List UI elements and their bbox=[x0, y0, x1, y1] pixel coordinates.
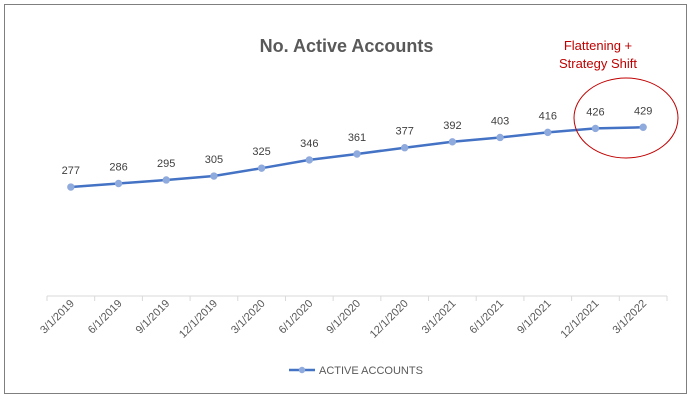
data-label: 286 bbox=[109, 162, 127, 174]
marker-layer bbox=[67, 123, 647, 191]
x-tick-label: 12/1/2020 bbox=[368, 298, 411, 341]
x-tick-label: 12/1/2021 bbox=[558, 298, 601, 341]
x-tick-label: 3/1/2021 bbox=[420, 298, 459, 337]
data-point bbox=[591, 124, 600, 133]
tick-layer: 3/1/2019 6/1/2019 9/1/2019 12/1/2019 3/1/202… bbox=[38, 298, 649, 341]
data-point bbox=[353, 150, 361, 158]
annotation-text: Flattening + Strategy Shift bbox=[558, 38, 638, 71]
x-tick-label: 12/1/2019 bbox=[177, 298, 220, 341]
data-point bbox=[257, 164, 266, 172]
data-point bbox=[210, 172, 218, 180]
legend-marker bbox=[298, 366, 306, 374]
data-point bbox=[305, 156, 314, 164]
data-label: 392 bbox=[443, 120, 461, 132]
chart-frame bbox=[4, 4, 687, 394]
label-layer: 277 286 295 305 325 346 361 377 392 403 416 426 429 bbox=[62, 105, 653, 177]
x-tick-label: 6/1/2020 bbox=[277, 298, 316, 337]
x-tick-label: 3/1/2020 bbox=[229, 298, 268, 337]
data-label: 325 bbox=[252, 146, 270, 158]
x-tick-label: 9/1/2021 bbox=[515, 298, 554, 337]
data-label: 429 bbox=[634, 105, 652, 117]
legend: ACTIVE ACCOUNTS bbox=[289, 365, 423, 377]
x-tick-label: 9/1/2020 bbox=[324, 298, 363, 337]
data-label: 403 bbox=[491, 115, 509, 127]
data-point bbox=[114, 179, 123, 188]
data-label: 346 bbox=[300, 138, 318, 150]
x-tick-label: 6/1/2021 bbox=[467, 298, 506, 337]
axis-layer bbox=[46, 295, 668, 301]
data-point bbox=[400, 144, 409, 152]
data-point bbox=[67, 183, 75, 191]
x-tick-label: 3/1/2022 bbox=[611, 298, 650, 337]
data-label: 377 bbox=[396, 126, 414, 138]
chart-title: No. Active Accounts bbox=[259, 36, 434, 56]
x-tick-label: 6/1/2019 bbox=[86, 298, 125, 337]
x-tick-label: 3/1/2019 bbox=[38, 298, 77, 337]
legend-label: ACTIVE ACCOUNTS bbox=[319, 365, 423, 377]
data-label: 305 bbox=[205, 154, 223, 166]
data-point bbox=[544, 128, 552, 137]
data-label: 277 bbox=[62, 165, 80, 177]
data-label: 416 bbox=[539, 110, 557, 122]
data-point bbox=[162, 176, 170, 184]
data-label: 361 bbox=[348, 132, 366, 144]
data-point bbox=[448, 138, 457, 146]
data-label: 295 bbox=[157, 158, 175, 170]
x-tick-label: 9/1/2019 bbox=[134, 298, 173, 337]
data-point bbox=[639, 123, 647, 131]
annotation-circle bbox=[573, 77, 679, 159]
data-label: 426 bbox=[586, 106, 604, 118]
data-point bbox=[496, 133, 504, 142]
